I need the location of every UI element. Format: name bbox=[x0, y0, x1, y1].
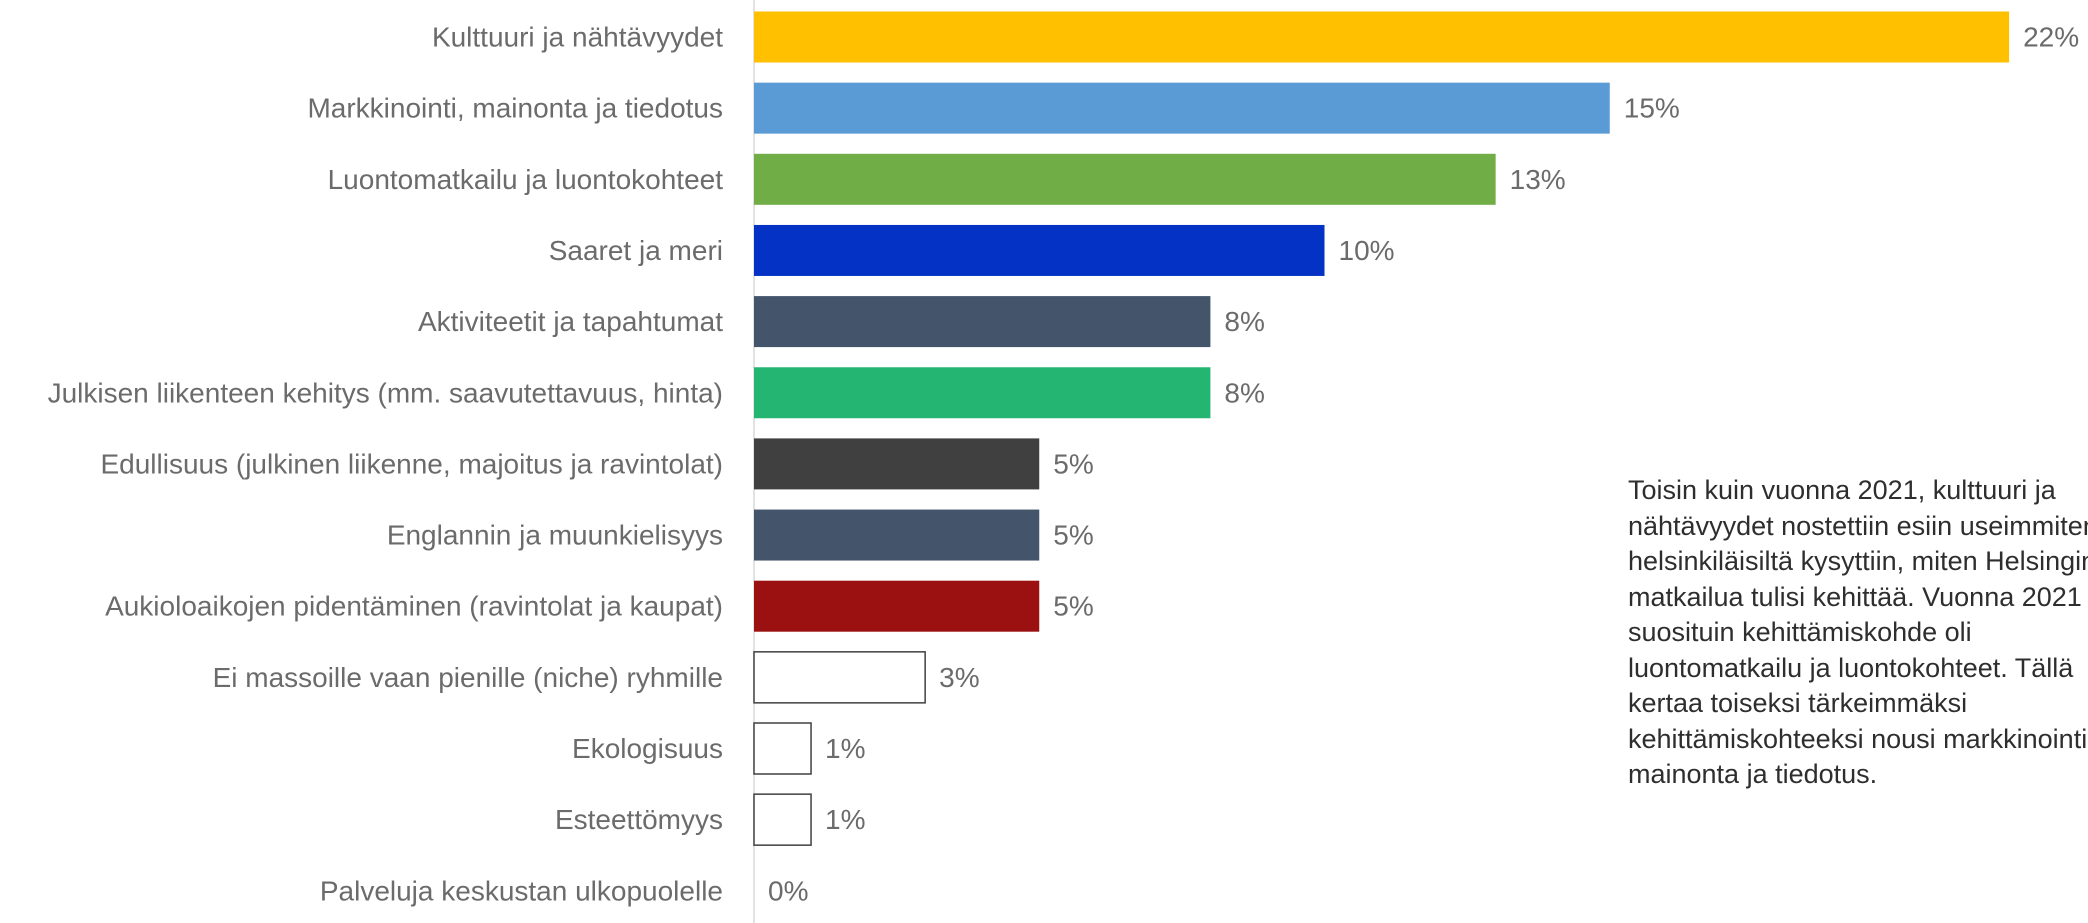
category-label: Aktiviteetit ja tapahtumat bbox=[418, 306, 723, 337]
category-label: Ekologisuus bbox=[572, 733, 723, 764]
bar-value-label: 3% bbox=[939, 662, 979, 693]
bar-value-label: 5% bbox=[1053, 448, 1093, 479]
bar-value-label: 13% bbox=[1510, 164, 1566, 195]
category-label: Kulttuuri ja nähtävyydet bbox=[432, 22, 723, 53]
bar-value-label: 15% bbox=[1624, 93, 1680, 124]
bar bbox=[754, 153, 1496, 205]
bar bbox=[754, 224, 1325, 276]
category-label: Palveluja keskustan ulkopuolelle bbox=[320, 875, 723, 906]
category-label: Luontomatkailu ja luontokohteet bbox=[328, 164, 724, 195]
bar-value-label: 0% bbox=[768, 875, 808, 906]
category-label: Markkinointi, mainonta ja tiedotus bbox=[307, 93, 723, 124]
annotation-line: luontomatkailu ja luontokohteet. Tällä bbox=[1628, 652, 2074, 683]
category-label: Julkisen liikenteen kehitys (mm. saavute… bbox=[48, 377, 723, 408]
category-label: Saaret ja meri bbox=[549, 235, 723, 266]
bar-value-label: 5% bbox=[1053, 591, 1093, 622]
bar bbox=[754, 296, 1211, 348]
bar bbox=[753, 722, 812, 775]
bar bbox=[754, 580, 1040, 632]
bar bbox=[754, 367, 1211, 419]
bar-value-label: 1% bbox=[825, 733, 865, 764]
annotation-line: kertaa toiseksi tärkeimmäksi bbox=[1628, 688, 1968, 718]
bar bbox=[754, 82, 1610, 134]
bar-value-label: 1% bbox=[825, 804, 865, 835]
bar-value-label: 5% bbox=[1053, 520, 1093, 551]
category-label: Aukioloaikojen pidentäminen (ravintolat … bbox=[105, 591, 723, 622]
category-label: Englannin ja muunkielisyys bbox=[387, 520, 723, 551]
annotation-line: mainonta ja tiedotus. bbox=[1628, 759, 1878, 789]
bar bbox=[754, 509, 1040, 561]
annotation-text: Toisin kuin vuonna 2021, kulttuuri ja nä… bbox=[1628, 473, 2088, 793]
annotation-line: matkailua tulisi kehittää. Vuonna 2021 bbox=[1628, 581, 2082, 612]
category-label: Ei massoille vaan pienille (niche) ryhmi… bbox=[213, 662, 723, 693]
category-label: Edullisuus (julkinen liikenne, majoitus … bbox=[100, 448, 723, 479]
bar bbox=[753, 651, 926, 704]
bar-value-label: 22% bbox=[2023, 22, 2079, 53]
category-label: Esteettömyys bbox=[555, 804, 723, 835]
bar-value-label: 8% bbox=[1224, 306, 1264, 337]
annotation-line: helsinkiläisiltä kysyttiin, miten Helsin… bbox=[1628, 546, 2088, 576]
bar-value-label: 10% bbox=[1339, 235, 1395, 266]
annotation-line: nähtävyydet nostettiin esiin useimmiten,… bbox=[1628, 510, 2088, 541]
bar-value-label: 8% bbox=[1224, 377, 1264, 408]
annotation-line: Toisin kuin vuonna 2021, kulttuuri ja bbox=[1628, 475, 2056, 505]
annotation-line: kehittämiskohteeksi nousi markkinointi, bbox=[1628, 723, 2088, 754]
bar bbox=[753, 793, 812, 846]
bar bbox=[754, 438, 1040, 490]
bar bbox=[754, 11, 2010, 63]
annotation-line: suosituin kehittämiskohde oli bbox=[1628, 617, 1972, 647]
